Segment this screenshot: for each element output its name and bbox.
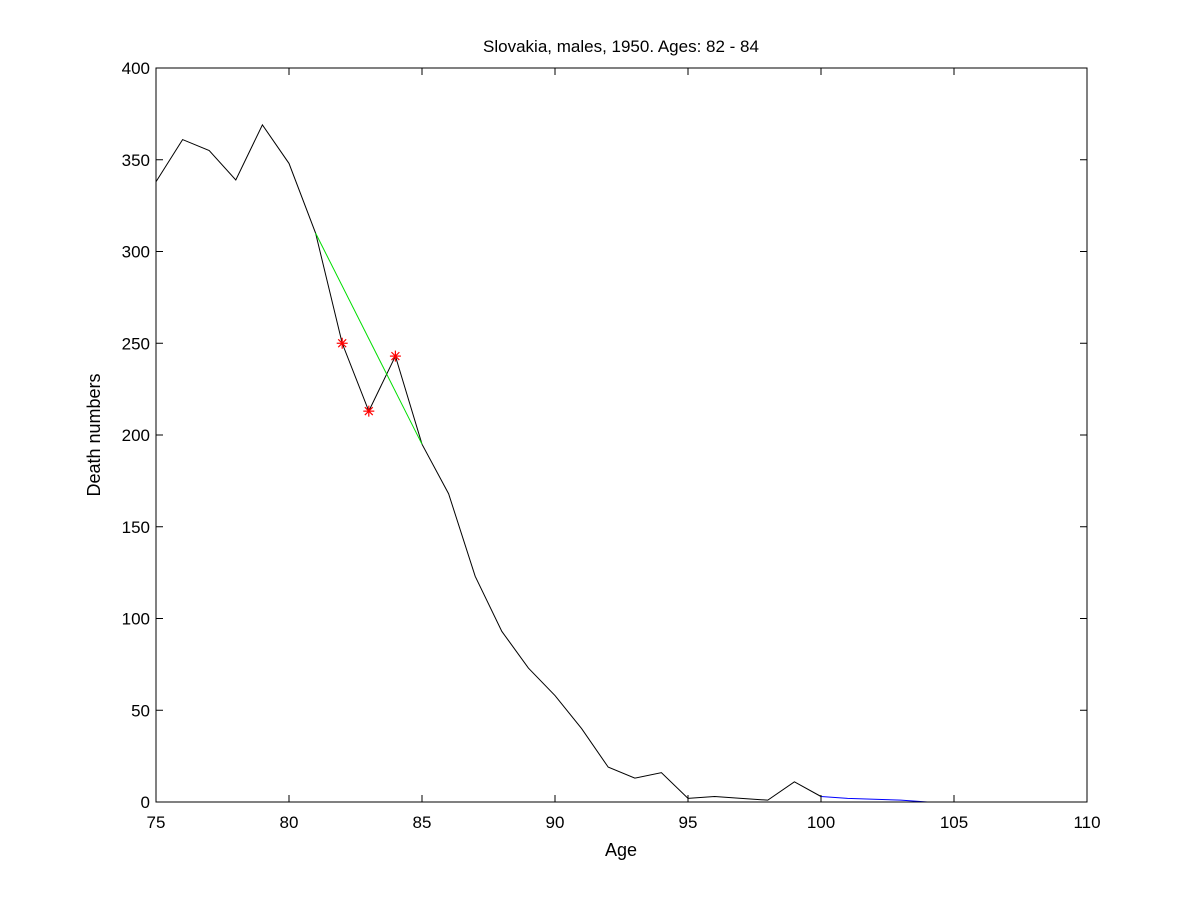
- axes-box: [155, 67, 1088, 803]
- x-tick-label: 100: [807, 813, 835, 832]
- x-tick-label: 110: [1073, 813, 1100, 832]
- y-tick-label: 300: [122, 243, 150, 262]
- chart-title: Slovakia, males, 1950. Ages: 82 - 84: [483, 37, 759, 56]
- data-point-marker: [336, 337, 348, 349]
- y-tick-label: 150: [122, 518, 150, 537]
- y-axis-label: Death numbers: [84, 373, 104, 496]
- data-point-marker: [363, 405, 375, 417]
- y-tick-label: 100: [122, 610, 150, 629]
- y-tick-label: 0: [141, 793, 150, 812]
- ticks-layer: 75 80 85 90 95 100 105 110 0 50 100 150 200 250 300 350…: [122, 59, 1101, 832]
- series-layer: [155, 123, 928, 803]
- series-line-2: [315, 232, 423, 445]
- x-tick-label: 95: [679, 813, 698, 832]
- plot-area: [156, 68, 1087, 802]
- x-axis-label: Age: [605, 840, 637, 860]
- y-tick-label: 200: [122, 426, 150, 445]
- series-line-1: [820, 796, 928, 803]
- y-tick-label: 350: [122, 151, 150, 170]
- x-tick-label: 85: [413, 813, 432, 832]
- y-tick-label: 400: [122, 59, 150, 78]
- series-line-0: [155, 123, 822, 801]
- x-tick-label: 105: [940, 813, 968, 832]
- y-tick-label: 250: [122, 334, 150, 353]
- x-tick-label: 75: [147, 813, 166, 832]
- x-tick-label: 90: [546, 813, 565, 832]
- x-tick-label: 80: [280, 813, 299, 832]
- data-point-marker: [389, 350, 401, 362]
- y-tick-label: 50: [131, 701, 150, 720]
